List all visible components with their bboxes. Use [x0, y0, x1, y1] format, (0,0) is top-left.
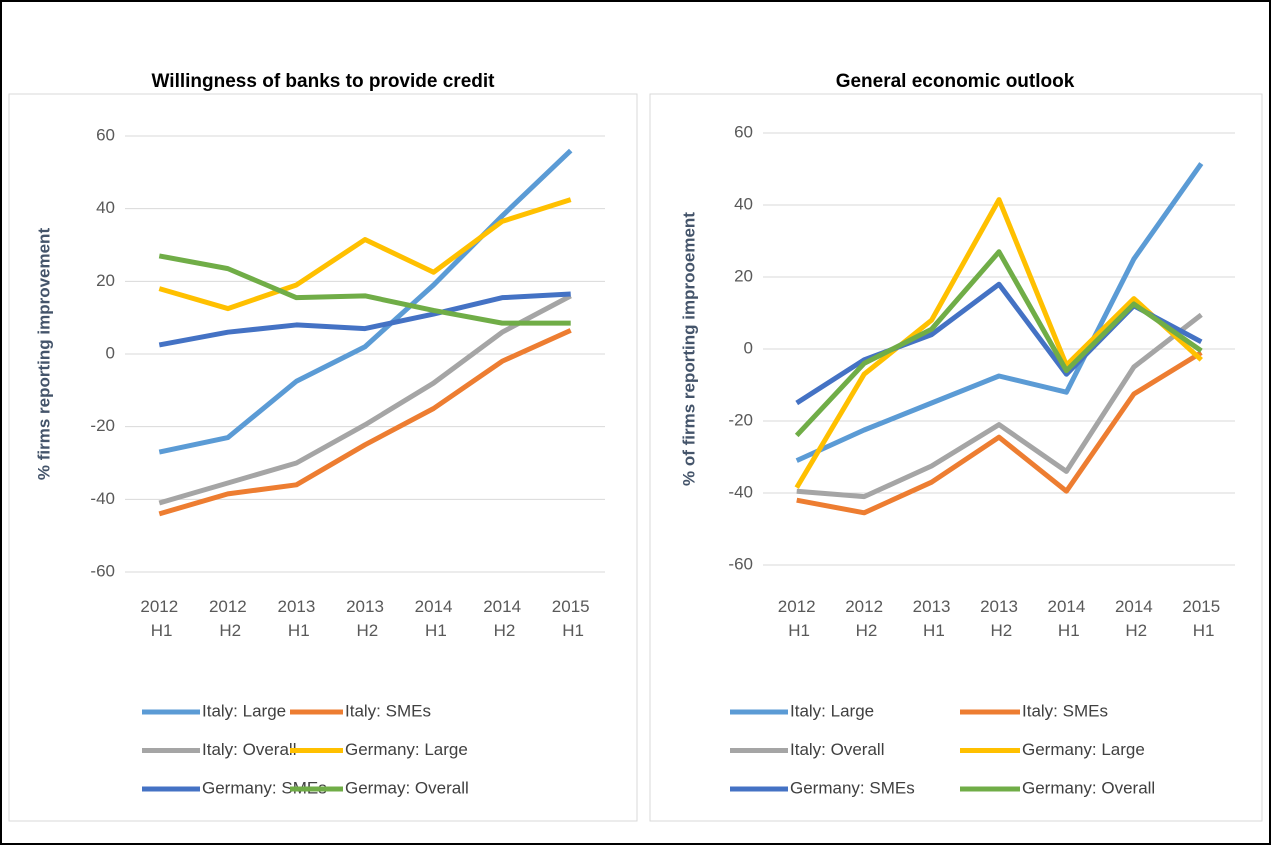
- line: [158, 148, 573, 455]
- x-tick-part: H1: [1053, 621, 1079, 640]
- legend-label: Germay: Overall: [345, 778, 469, 797]
- x-tick-part: H2: [1121, 621, 1147, 640]
- y-tick-label: 60: [96, 125, 115, 144]
- y-tick-label: 40: [96, 198, 115, 217]
- y-tick-label: 0: [106, 343, 115, 362]
- line: [158, 197, 572, 312]
- x-tick-part: H2: [489, 621, 515, 640]
- legend-label: Italy: Large: [202, 701, 286, 720]
- x-tick-part: H1: [557, 621, 583, 640]
- x-tick-part: 2012: [209, 597, 247, 616]
- panel: [649, 93, 1263, 822]
- y-tick-label: -60: [728, 554, 753, 573]
- x-tick-part: 2015: [552, 597, 590, 616]
- legend-label: Germany: Overall: [1022, 778, 1155, 797]
- line: [158, 328, 572, 517]
- x-tick-part: 2014: [415, 597, 453, 616]
- x-tick-part: H2: [851, 621, 877, 640]
- chart-title: Willingness of banks to provide credit: [152, 71, 496, 92]
- x-tick-part: H1: [918, 621, 944, 640]
- y-tick-label: -40: [728, 482, 753, 501]
- x-tick-label: 2014 H2: [483, 597, 521, 640]
- legend-label: Italy: Overall: [790, 740, 884, 759]
- legend-label: Germany: SMEs: [202, 778, 327, 797]
- x-tick-part: H2: [215, 621, 241, 640]
- x-tick-part: 2012: [778, 597, 816, 616]
- x-tick-part: 2013: [278, 597, 316, 616]
- x-tick-part: H2: [986, 621, 1012, 640]
- line: [158, 291, 571, 348]
- x-tick-part: H1: [283, 621, 309, 640]
- y-tick-label: -20: [728, 410, 753, 429]
- y-tick-label: 0: [744, 338, 753, 357]
- line: [158, 253, 571, 326]
- line: [794, 249, 1203, 438]
- x-tick-label: 2012 H2: [209, 597, 247, 640]
- x-tick-part: H1: [146, 621, 172, 640]
- x-tick-part: 2014: [1048, 597, 1086, 616]
- y-axis-label: % of firms reporting improoement: [679, 212, 698, 486]
- x-tick-label: 2014 H2: [1115, 597, 1153, 640]
- y-tick-label: 60: [734, 122, 753, 141]
- x-tick-label: 2012 H1: [778, 597, 816, 640]
- legend-label: Italy: SMEs: [1022, 701, 1108, 720]
- x-tick-label: 2015 H1: [1182, 597, 1220, 640]
- x-tick-part: 2013: [980, 597, 1018, 616]
- x-tick-part: H1: [1188, 621, 1214, 640]
- chart-title: General economic outlook: [836, 71, 1075, 92]
- x-tick-label: 2014 H1: [1048, 597, 1086, 640]
- y-tick-label: -40: [90, 489, 115, 508]
- x-tick-part: 2012: [845, 597, 883, 616]
- x-tick-label: 2013 H1: [913, 597, 951, 640]
- x-tick-part: 2013: [346, 597, 384, 616]
- x-tick-part: 2012: [140, 597, 178, 616]
- x-tick-label: 2012 H2: [845, 597, 883, 640]
- x-tick-part: H1: [420, 621, 446, 640]
- line: [794, 197, 1203, 489]
- legend-label: Germany: SMEs: [790, 778, 915, 797]
- line: [796, 312, 1203, 500]
- y-tick-label: -20: [90, 416, 115, 435]
- legend-label: Italy: SMEs: [345, 701, 431, 720]
- y-tick-label: 20: [96, 271, 115, 290]
- x-tick-label: 2013 H1: [278, 597, 316, 640]
- x-tick-label: 2013 H2: [980, 597, 1018, 640]
- x-tick-label: 2013 H2: [346, 597, 384, 640]
- x-tick-part: 2015: [1182, 597, 1220, 616]
- y-tick-label: -60: [90, 561, 115, 580]
- legend-label: Germany: Large: [1022, 740, 1145, 759]
- line: [796, 350, 1203, 516]
- y-tick-label: 20: [734, 266, 753, 285]
- y-tick-label: 40: [734, 194, 753, 213]
- panel: [8, 93, 638, 822]
- x-tick-part: H2: [352, 621, 378, 640]
- x-tick-label: 2012 H1: [140, 597, 178, 640]
- x-tick-label: 2015 H1: [552, 597, 590, 640]
- line: [795, 162, 1204, 463]
- legend-label: Italy: Overall: [202, 740, 296, 759]
- legend-label: Italy: Large: [790, 701, 874, 720]
- x-tick-part: H1: [783, 621, 809, 640]
- x-tick-part: 2013: [913, 597, 951, 616]
- x-tick-label: 2014 H1: [415, 597, 453, 640]
- y-axis-label: % firms reporting improvement: [34, 228, 53, 481]
- line: [158, 293, 572, 506]
- x-tick-part: 2014: [483, 597, 521, 616]
- legend-label: Germany: Large: [345, 740, 468, 759]
- x-tick-part: 2014: [1115, 597, 1153, 616]
